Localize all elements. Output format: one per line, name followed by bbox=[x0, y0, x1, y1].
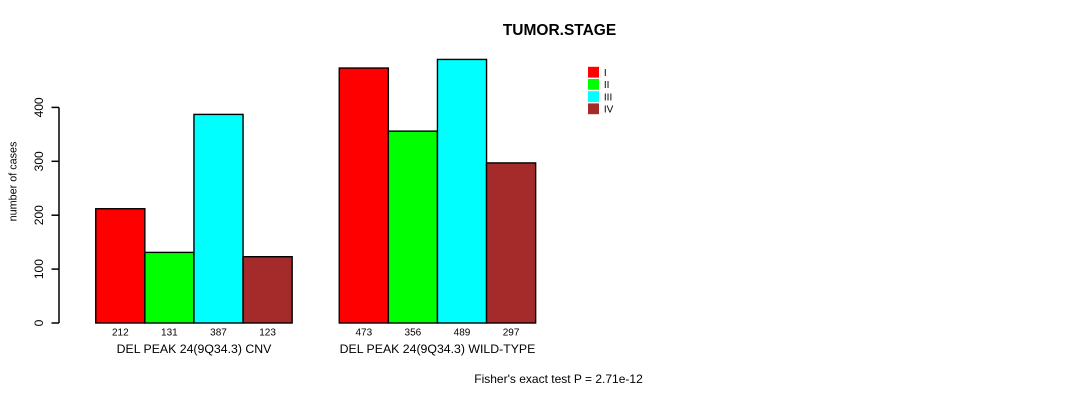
svg-text:0: 0 bbox=[32, 319, 46, 326]
svg-text:356: 356 bbox=[405, 328, 422, 339]
svg-text:DEL PEAK 24(9Q34.3) CNV: DEL PEAK 24(9Q34.3) CNV bbox=[117, 342, 272, 356]
svg-text:300: 300 bbox=[32, 151, 46, 171]
svg-text:number of cases: number of cases bbox=[8, 141, 20, 221]
svg-text:400: 400 bbox=[32, 97, 46, 117]
svg-text:III: III bbox=[604, 92, 612, 103]
svg-text:212: 212 bbox=[112, 328, 129, 339]
svg-text:TUMOR.STAGE: TUMOR.STAGE bbox=[503, 22, 616, 39]
svg-text:297: 297 bbox=[503, 328, 520, 339]
svg-text:I: I bbox=[604, 68, 607, 79]
svg-text:II: II bbox=[604, 80, 610, 91]
svg-text:IV: IV bbox=[604, 105, 614, 116]
svg-text:100: 100 bbox=[32, 259, 46, 279]
svg-text:123: 123 bbox=[259, 328, 276, 339]
svg-text:DEL PEAK 24(9Q34.3) WILD-TYPE: DEL PEAK 24(9Q34.3) WILD-TYPE bbox=[340, 342, 536, 356]
svg-text:131: 131 bbox=[161, 328, 178, 339]
svg-text:387: 387 bbox=[210, 328, 227, 339]
svg-text:473: 473 bbox=[355, 328, 372, 339]
svg-text:489: 489 bbox=[454, 328, 471, 339]
svg-text:Fisher's exact test P = 2.71e-: Fisher's exact test P = 2.71e-12 bbox=[474, 372, 643, 386]
svg-text:200: 200 bbox=[32, 205, 46, 225]
